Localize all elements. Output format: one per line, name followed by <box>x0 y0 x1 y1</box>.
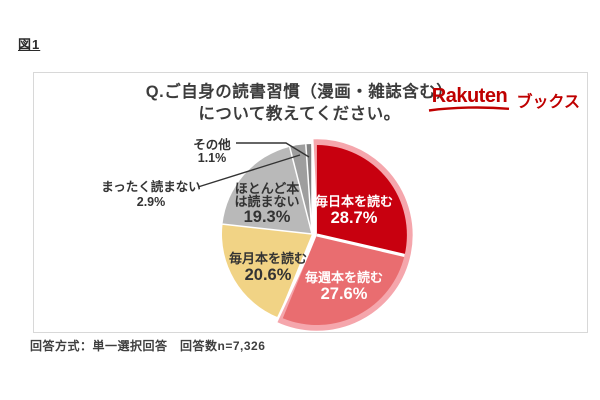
pie-label-毎月本を読む-line0: 毎月本を読む <box>229 251 307 266</box>
pie-label-その他-pct: 1.1% <box>198 151 227 165</box>
chart-title: Q.ご自身の読書習慣（漫画・雑誌含む） について教えてください。 <box>34 81 587 125</box>
callout-line-まったく読まない <box>197 154 301 188</box>
pie-label-毎週本を読む-pct: 27.6% <box>321 285 368 303</box>
rakuten-wordmark: Rakuten <box>427 86 511 112</box>
chart-title-line1: Q.ご自身の読書習慣（漫画・雑誌含む） <box>145 83 454 101</box>
slice-divider <box>222 223 313 235</box>
pie-label-毎週本を読む-line0: 毎週本を読む <box>305 270 383 285</box>
pie-label-ほとんど本は読まない-line1: は読まない <box>234 194 299 209</box>
pie-slice-毎日本を読む <box>316 145 407 256</box>
pie-label-まったく読まない-line0: まったく読まない <box>101 179 201 194</box>
rakuten-books-suffix: ブックス <box>516 94 580 112</box>
pie-label-毎月本を読む-pct: 20.6% <box>245 266 292 284</box>
pie-slice-ほとんど本は読まない <box>222 146 312 234</box>
pie-label-その他-line0: その他 <box>193 137 231 152</box>
figure-label: 図1 <box>18 37 41 52</box>
pie-label-ほとんど本は読まない-pct: 19.3% <box>244 208 291 226</box>
slice-divider <box>288 146 313 235</box>
rakuten-brand-text: Rakuten <box>431 85 508 107</box>
pie-slice-毎週本を読む <box>282 235 405 325</box>
pie-label-毎日本を読む-pct: 28.7% <box>331 209 378 227</box>
rakuten-swoosh-icon <box>429 106 510 112</box>
callout-line-その他 <box>236 142 310 158</box>
pie-label-毎日本を読む-line0: 毎日本を読む <box>315 194 393 209</box>
survey-method-note: 回答方式：単一選択回答 回答数n=7,326 <box>30 339 266 353</box>
chart-title-line2: について教えてください。 <box>198 105 401 123</box>
pie-label-ほとんど本は読まない-line0: ほとんど本 <box>235 181 300 196</box>
slice-divider <box>305 144 313 235</box>
chart-panel: Q.ご自身の読書習慣（漫画・雑誌含む） について教えてください。 Rakuten… <box>33 72 588 333</box>
rakuten-books-logo: Rakuten ブックス <box>427 86 580 112</box>
pie-label-まったく読まない-pct: 2.9% <box>137 195 166 209</box>
pie-slice-毎月本を読む <box>222 224 312 318</box>
slice-divider <box>316 233 405 257</box>
